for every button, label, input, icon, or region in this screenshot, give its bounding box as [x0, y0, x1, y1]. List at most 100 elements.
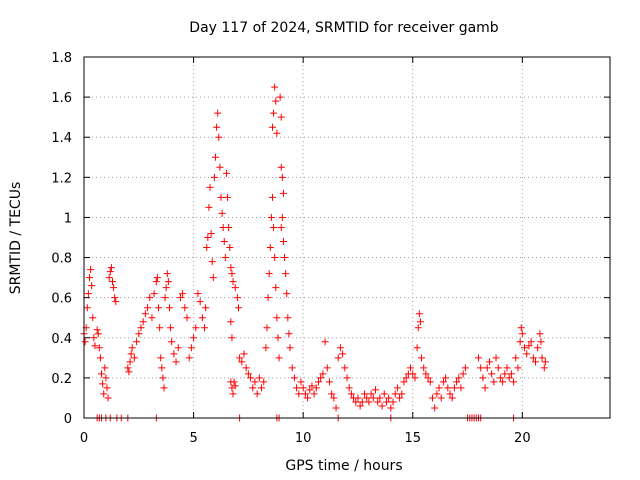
- data-point: [253, 390, 261, 398]
- data-point: [268, 123, 276, 131]
- data-point: [455, 374, 463, 382]
- data-point: [312, 384, 320, 392]
- data-point: [317, 374, 325, 382]
- data-point: [531, 358, 539, 366]
- data-point: [374, 398, 382, 406]
- data-point: [194, 290, 202, 298]
- data-point: [249, 384, 257, 392]
- data-point: [398, 390, 406, 398]
- data-point: [431, 404, 439, 412]
- data-point: [179, 290, 187, 298]
- data-point: [534, 344, 542, 352]
- data-point: [221, 254, 229, 262]
- data-point: [283, 290, 291, 298]
- data-point: [202, 304, 210, 312]
- data-point: [90, 334, 98, 342]
- data-point: [238, 358, 246, 366]
- data-point: [125, 368, 133, 376]
- data-point: [190, 334, 198, 342]
- data-point: [214, 109, 222, 117]
- data-point: [332, 404, 340, 412]
- data-point: [411, 374, 419, 382]
- data-point: [284, 314, 292, 322]
- data-point: [231, 284, 239, 292]
- data-point: [91, 342, 99, 350]
- data-point: [424, 374, 432, 382]
- data-point: [507, 370, 515, 378]
- data-point: [457, 384, 465, 392]
- data-point: [268, 193, 276, 201]
- data-point: [277, 163, 285, 171]
- data-point: [88, 282, 96, 290]
- data-point: [435, 384, 443, 392]
- data-point: [266, 244, 274, 252]
- data-point: [323, 364, 331, 372]
- data-point: [407, 364, 415, 372]
- data-point: [126, 358, 134, 366]
- data-point: [255, 374, 263, 382]
- data-point: [240, 350, 248, 358]
- data-point: [108, 278, 116, 286]
- data-point: [541, 358, 549, 366]
- data-point: [111, 294, 119, 302]
- data-point: [339, 350, 347, 358]
- data-point: [393, 384, 401, 392]
- data-point: [170, 350, 178, 358]
- data-point: [161, 294, 169, 302]
- data-point: [210, 173, 218, 181]
- data-point: [174, 344, 182, 352]
- x-tick-label: 0: [80, 431, 88, 446]
- data-point: [385, 394, 393, 402]
- data-point: [512, 354, 520, 362]
- data-point: [437, 394, 445, 402]
- plot-frame: [83, 56, 611, 419]
- data-point: [345, 384, 353, 392]
- data-point: [288, 364, 296, 372]
- data-point: [328, 390, 336, 398]
- data-point: [226, 244, 234, 252]
- data-point: [365, 398, 373, 406]
- data-point: [358, 398, 366, 406]
- data-point: [258, 384, 266, 392]
- data-point: [85, 274, 93, 282]
- data-point: [227, 264, 235, 272]
- data-point: [523, 350, 531, 358]
- data-point: [224, 193, 232, 201]
- data-point: [213, 123, 221, 131]
- data-point: [538, 354, 546, 362]
- data-point: [203, 244, 211, 252]
- data-point: [321, 338, 329, 346]
- data-point: [251, 378, 259, 386]
- data-point: [216, 163, 224, 171]
- data-point: [477, 364, 485, 372]
- data-point: [168, 338, 176, 346]
- data-point: [89, 314, 97, 322]
- data-point: [84, 290, 92, 298]
- data-point: [286, 344, 294, 352]
- data-point: [244, 370, 252, 378]
- data-points: [80, 83, 549, 422]
- data-point: [172, 358, 180, 366]
- data-point: [104, 394, 112, 402]
- data-point: [330, 394, 338, 402]
- data-point: [270, 223, 278, 231]
- data-point: [233, 294, 241, 302]
- data-point: [263, 324, 271, 332]
- data-point: [499, 378, 507, 386]
- data-point: [439, 378, 447, 386]
- data-point: [185, 354, 193, 362]
- data-point: [347, 390, 355, 398]
- data-point: [218, 209, 226, 217]
- data-point: [242, 364, 250, 372]
- y-tick-label: 1.2: [51, 171, 72, 186]
- data-point: [529, 354, 537, 362]
- data-point: [135, 330, 143, 338]
- data-point: [277, 223, 285, 231]
- y-tick-label: 1: [64, 211, 72, 226]
- data-point: [428, 394, 436, 402]
- data-point: [459, 370, 467, 378]
- data-point: [450, 384, 458, 392]
- data-point: [481, 384, 489, 392]
- data-point: [503, 364, 511, 372]
- data-point: [380, 390, 388, 398]
